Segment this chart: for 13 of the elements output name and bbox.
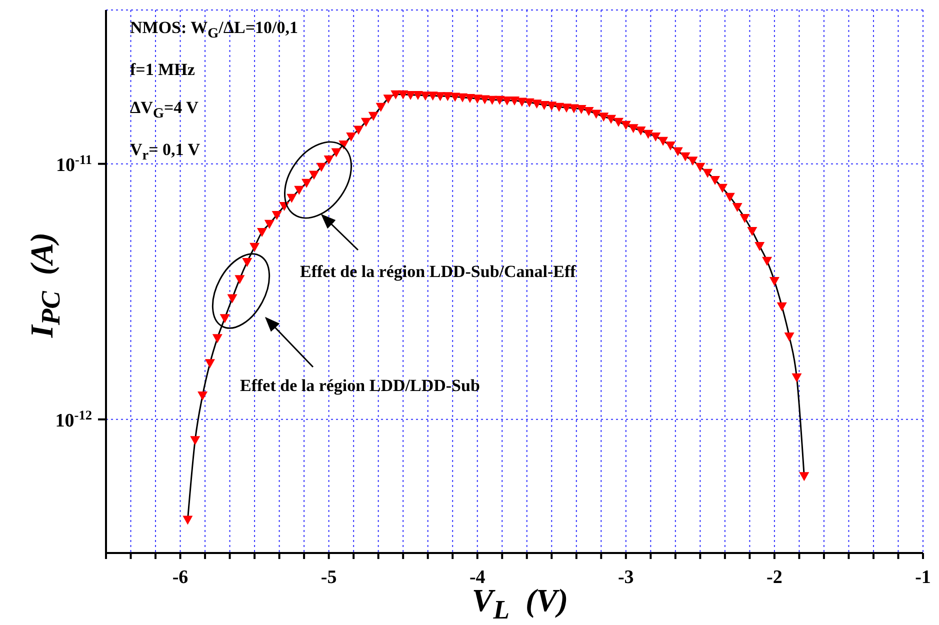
annotation: NMOS: W$_{G}$/ΔL=10/0,1	[130, 18, 298, 42]
annotation: Effet de la région LDD/LDD-Sub	[240, 376, 480, 396]
x-tick-label: -1	[915, 567, 931, 588]
annotation: V$_{r}$= 0,1 V	[130, 140, 200, 164]
x-tick-label: -3	[618, 567, 634, 588]
x-tick-label: -2	[766, 567, 782, 588]
x-tick-label: -6	[172, 567, 188, 588]
y-tick-label: 10$^{-11}$	[56, 151, 92, 176]
annotation: Effet de la région LDD-Sub/Canal-Eff	[300, 262, 576, 282]
annotation: ΔV$_{G}$=4 V	[130, 98, 198, 122]
y-tick-label: 10$^{-12}$	[55, 406, 92, 432]
x-tick-label: -5	[320, 567, 337, 588]
annotation: f=1 MHz	[130, 60, 195, 80]
